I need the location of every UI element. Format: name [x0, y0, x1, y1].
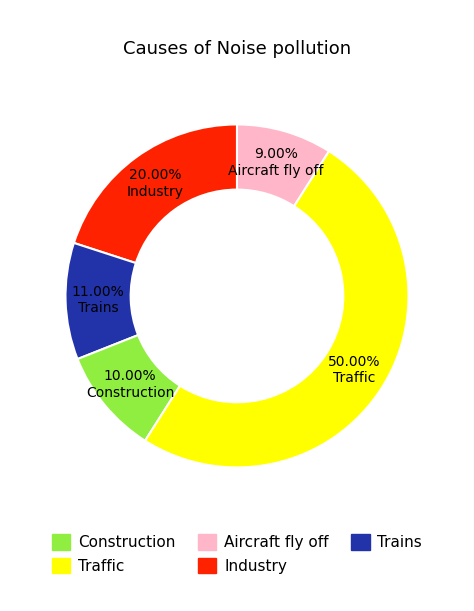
Text: 11.00%
Trains: 11.00% Trains: [72, 285, 125, 315]
Wedge shape: [145, 151, 409, 467]
Wedge shape: [237, 125, 329, 206]
Legend: Construction, Traffic, Aircraft fly off, Industry, Trains: Construction, Traffic, Aircraft fly off,…: [46, 528, 428, 580]
Wedge shape: [78, 335, 180, 441]
Title: Causes of Noise pollution: Causes of Noise pollution: [123, 40, 351, 58]
Wedge shape: [65, 243, 138, 359]
Text: 20.00%
Industry: 20.00% Industry: [127, 169, 184, 199]
Wedge shape: [74, 125, 237, 263]
Text: 9.00%
Aircraft fly off: 9.00% Aircraft fly off: [228, 147, 324, 178]
Text: 10.00%
Construction: 10.00% Construction: [86, 370, 174, 400]
Text: 50.00%
Traffic: 50.00% Traffic: [328, 355, 381, 386]
